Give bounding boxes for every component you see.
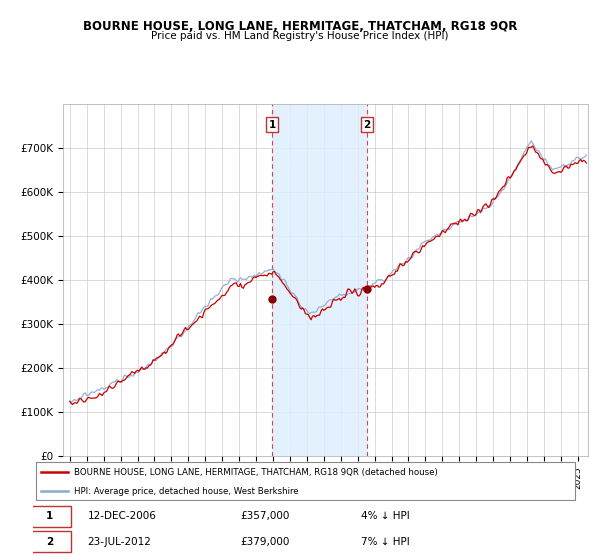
Bar <box>272 104 367 456</box>
Text: Price paid vs. HM Land Registry's House Price Index (HPI): Price paid vs. HM Land Registry's House … <box>151 31 449 41</box>
Text: 2: 2 <box>364 120 371 130</box>
Text: BOURNE HOUSE, LONG LANE, HERMITAGE, THATCHAM, RG18 9QR (detached house): BOURNE HOUSE, LONG LANE, HERMITAGE, THAT… <box>74 468 438 477</box>
Text: 1: 1 <box>46 511 53 521</box>
Text: 4% ↓ HPI: 4% ↓ HPI <box>361 511 409 521</box>
Text: 7% ↓ HPI: 7% ↓ HPI <box>361 536 409 547</box>
Text: 23-JUL-2012: 23-JUL-2012 <box>88 536 151 547</box>
Text: BOURNE HOUSE, LONG LANE, HERMITAGE, THATCHAM, RG18 9QR: BOURNE HOUSE, LONG LANE, HERMITAGE, THAT… <box>83 20 517 32</box>
Text: 2: 2 <box>46 536 53 547</box>
Text: 12-DEC-2006: 12-DEC-2006 <box>88 511 157 521</box>
Text: HPI: Average price, detached house, West Berkshire: HPI: Average price, detached house, West… <box>74 487 299 496</box>
FancyBboxPatch shape <box>29 506 71 526</box>
Text: 1: 1 <box>269 120 276 130</box>
FancyBboxPatch shape <box>29 531 71 552</box>
Text: £379,000: £379,000 <box>241 536 290 547</box>
Text: £357,000: £357,000 <box>241 511 290 521</box>
FancyBboxPatch shape <box>36 461 575 501</box>
